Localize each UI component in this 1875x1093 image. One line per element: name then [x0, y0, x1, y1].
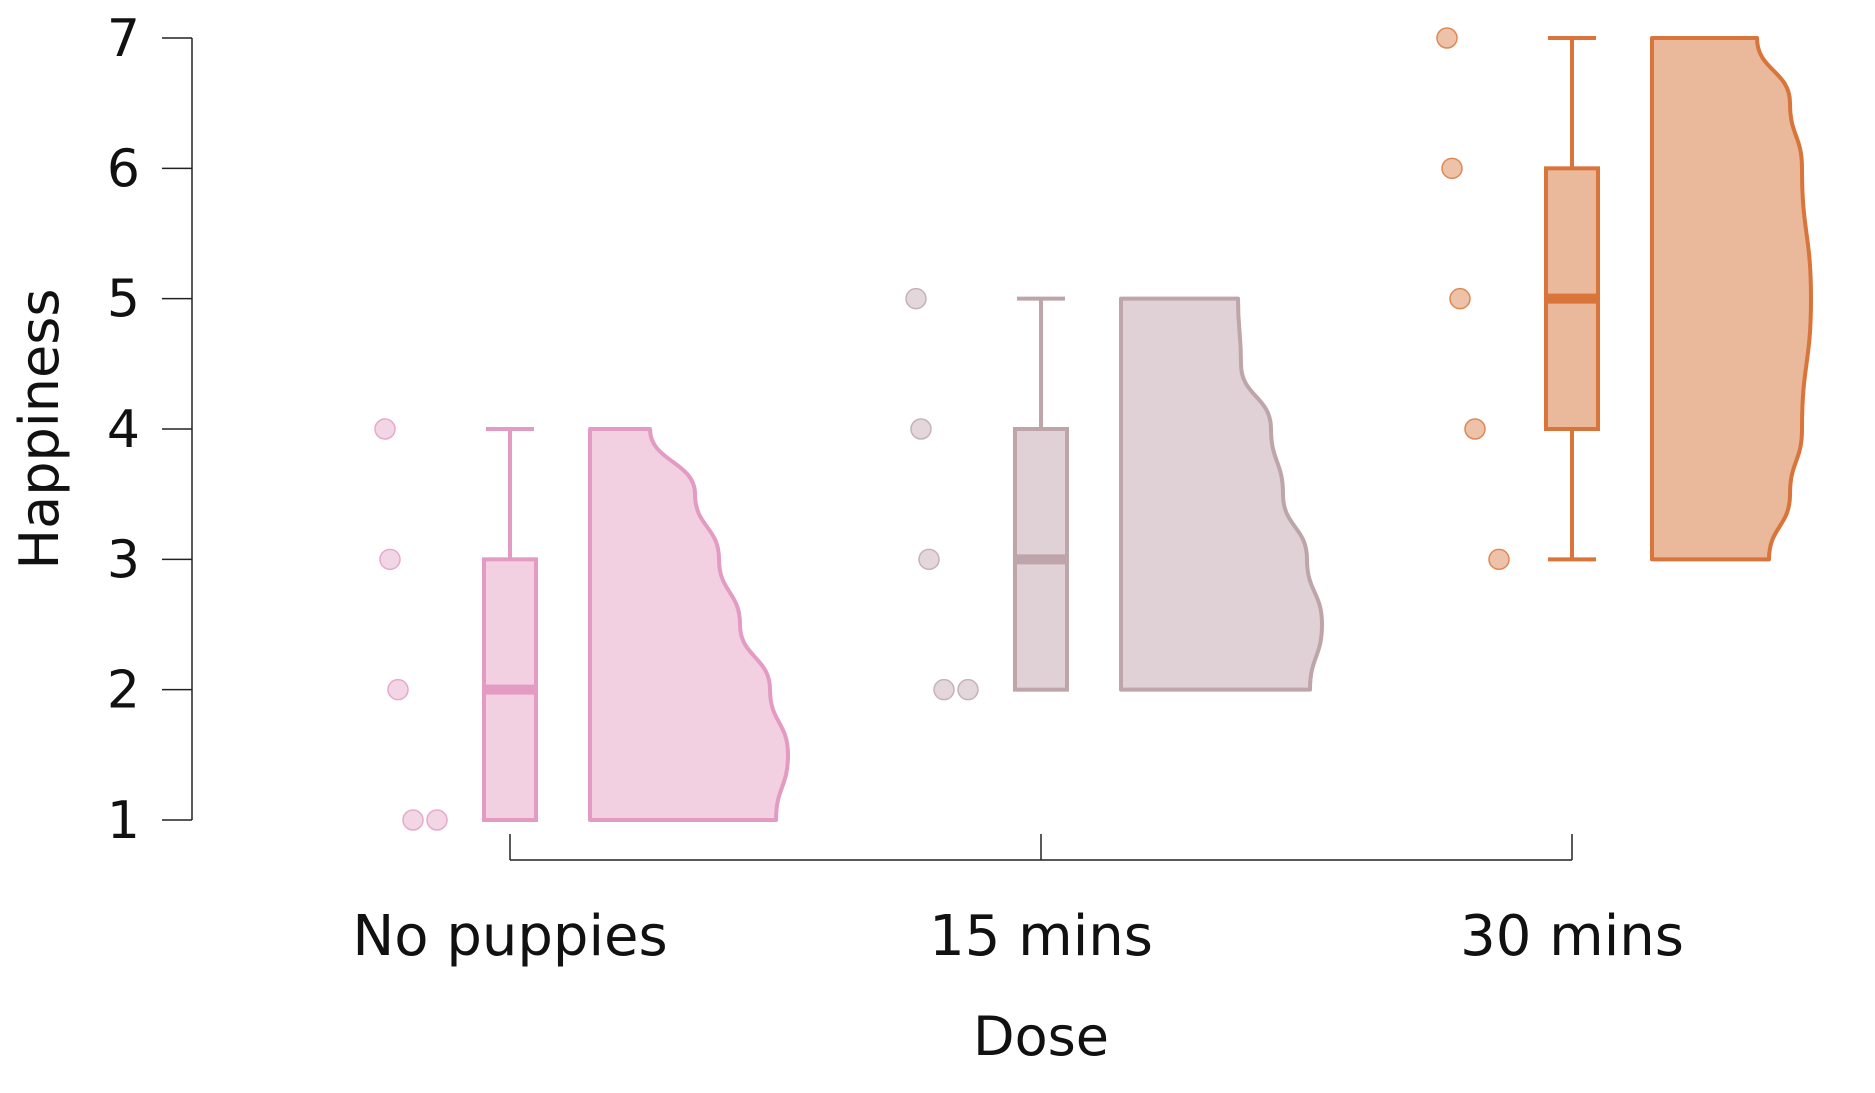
x-axis: No puppies 15 mins 30 mins: [352, 834, 1684, 969]
y-tick-label: 2: [107, 661, 140, 721]
x-tick-label: 15 mins: [929, 904, 1153, 969]
y-axis: 1 2 3 4 5 6 7: [107, 9, 193, 851]
x-tick-label: 30 mins: [1460, 904, 1684, 969]
y-tick-label: 5: [107, 270, 140, 330]
y-tick-label: 1: [107, 791, 140, 851]
data-point: [910, 418, 932, 440]
data-point: [426, 809, 448, 831]
data-point: [387, 678, 409, 701]
series-0: [374, 418, 790, 831]
data-point: [957, 678, 979, 701]
x-axis-title: Dose: [973, 1005, 1109, 1068]
density-cloud: [1119, 296, 1324, 692]
data-point: [918, 548, 940, 571]
data-point: [1436, 27, 1458, 49]
data-point: [905, 287, 927, 310]
data-point: [1464, 418, 1486, 440]
data-point: [379, 548, 401, 571]
data-point: [933, 678, 955, 701]
x-tick-label: No puppies: [352, 904, 667, 969]
series-2: [1436, 27, 1813, 571]
density-cloud: [588, 427, 790, 822]
y-axis-title: Happiness: [8, 289, 71, 570]
y-tick-label: 6: [107, 139, 140, 199]
chart-marks: [374, 27, 1813, 831]
series-1: [905, 287, 1324, 701]
y-tick-label: 4: [107, 400, 140, 460]
data-point: [1488, 548, 1510, 571]
density-cloud: [1650, 36, 1813, 562]
data-point: [1441, 157, 1463, 180]
data-point: [374, 418, 396, 440]
y-tick-label: 3: [107, 530, 140, 590]
y-tick-label: 7: [107, 9, 140, 69]
data-point: [1449, 287, 1471, 310]
data-point: [402, 809, 424, 831]
